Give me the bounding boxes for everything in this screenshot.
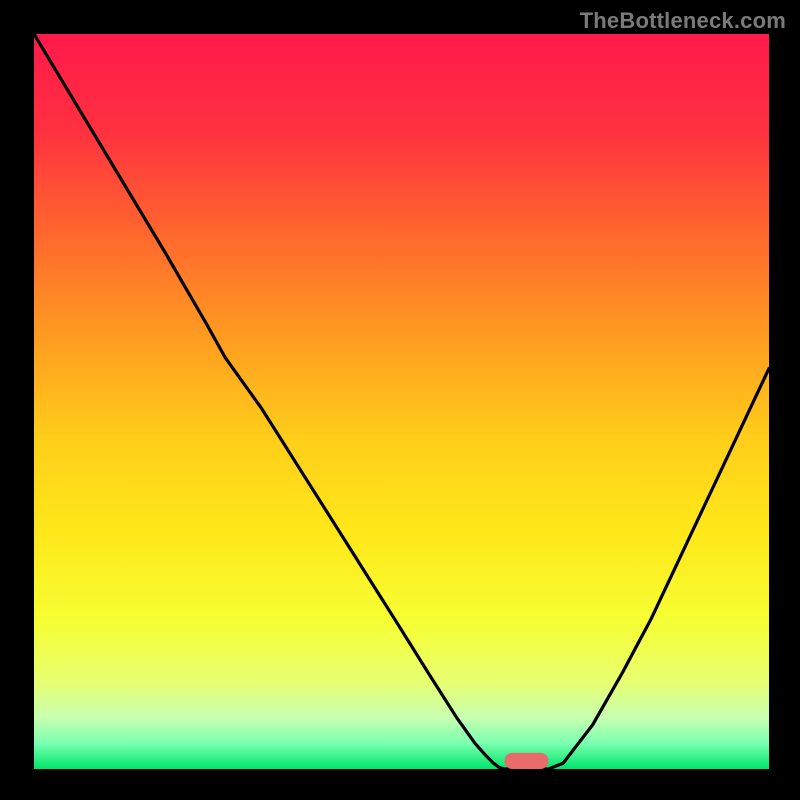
optimal-marker bbox=[504, 753, 548, 769]
plot-background bbox=[34, 34, 769, 769]
plot-area bbox=[34, 34, 769, 769]
plot-svg bbox=[34, 34, 769, 769]
chart-frame: TheBottleneck.com bbox=[0, 0, 800, 800]
watermark-text: TheBottleneck.com bbox=[580, 8, 786, 34]
